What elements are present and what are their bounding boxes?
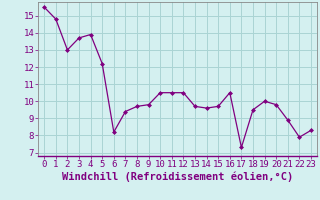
X-axis label: Windchill (Refroidissement éolien,°C): Windchill (Refroidissement éolien,°C) <box>62 172 293 182</box>
